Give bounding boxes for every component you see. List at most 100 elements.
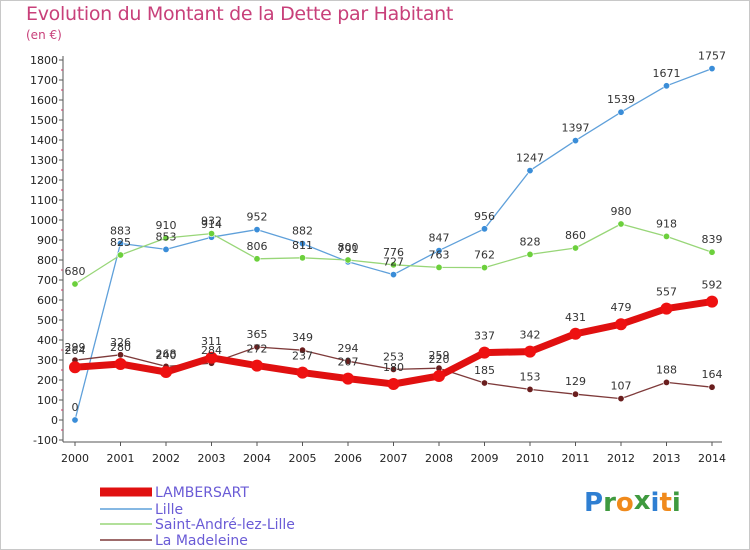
y-tick-label: -100: [33, 434, 58, 447]
x-tick-label: 2004: [243, 452, 271, 465]
data-label: 980: [611, 205, 632, 218]
data-label: 791: [338, 243, 359, 256]
data-label: 365: [247, 328, 268, 341]
data-point: [617, 395, 625, 403]
x-tick-label: 2008: [425, 452, 453, 465]
y-tick-label: 200: [37, 374, 58, 387]
data-label: 259: [429, 349, 450, 362]
data-point: [69, 361, 81, 374]
data-label: 272: [247, 343, 268, 356]
x-tick-label: 2011: [562, 452, 590, 465]
data-label: 853: [156, 230, 177, 243]
axes: -100 0 100 200 300 400 500 600 700 800 900 1000 1100…: [30, 54, 726, 465]
data-label: 952: [247, 211, 268, 224]
data-point: [571, 137, 579, 145]
data-label: 956: [474, 210, 495, 223]
data-point: [708, 65, 716, 73]
logo-letter: t: [659, 488, 672, 518]
logo-letter: o: [615, 488, 634, 518]
logo-letter: r: [603, 488, 616, 518]
data-label: 1757: [698, 50, 726, 63]
x-tick-label: 2012: [607, 452, 635, 465]
data-label: 284: [201, 344, 222, 357]
y-tick-label: 1000: [30, 214, 58, 227]
x-tick-label: 2006: [334, 452, 362, 465]
data-label: 839: [702, 233, 723, 246]
data-point: [526, 250, 534, 258]
chart-title: Evolution du Montant de la Dette par Hab…: [26, 3, 454, 25]
data-label: 680: [65, 265, 86, 278]
data-point: [708, 383, 716, 391]
data-point: [389, 271, 397, 279]
data-point: [435, 247, 443, 255]
data-point: [435, 263, 443, 271]
x-tick-label: 2005: [289, 452, 317, 465]
data-point: [114, 358, 127, 370]
data-point: [708, 248, 716, 256]
data-label: 220: [429, 353, 450, 366]
data-label: 280: [110, 341, 131, 354]
data-label: 337: [474, 330, 495, 343]
y-tick-label: 800: [37, 254, 58, 267]
data-label: 107: [611, 380, 632, 393]
y-tick-label: 400: [37, 334, 58, 347]
data-point: [571, 390, 579, 398]
data-label: 1539: [607, 93, 635, 106]
data-label: 294: [338, 342, 359, 355]
y-tick-label: 1600: [30, 94, 58, 107]
series-lines: [69, 65, 718, 424]
data-point: [253, 226, 261, 234]
data-label: 1397: [562, 122, 590, 135]
data-point: [71, 280, 79, 288]
data-point: [342, 372, 354, 385]
data-point: [253, 343, 261, 351]
data-point: [478, 346, 491, 359]
x-tick-label: 2013: [653, 452, 681, 465]
data-label: 237: [292, 350, 313, 363]
y-tick-label: 900: [37, 234, 58, 247]
data-label: 557: [656, 286, 677, 299]
data-label: 299: [65, 341, 86, 354]
data-label: 431: [565, 311, 586, 324]
y-tick-label: 1100: [30, 194, 58, 207]
data-point: [71, 416, 79, 424]
data-point: [526, 167, 534, 175]
data-label: 326: [110, 336, 131, 349]
data-label: 762: [474, 249, 495, 262]
data-point: [298, 240, 306, 248]
data-point: [660, 302, 673, 315]
data-point: [205, 351, 218, 364]
data-point: [662, 378, 670, 386]
data-label: 268: [156, 347, 177, 360]
data-label: 776: [383, 246, 404, 259]
data-label: 910: [156, 219, 177, 232]
data-point: [480, 379, 488, 387]
x-tick-label: 2010: [516, 452, 544, 465]
y-tick-label: 1500: [30, 114, 58, 127]
legend-label-0: LAMBERSART: [155, 485, 249, 501]
proxiti-logo: Proxiti: [584, 486, 681, 518]
x-tick-label: 2007: [380, 452, 408, 465]
data-point: [662, 232, 670, 240]
logo-letter: x: [633, 486, 651, 516]
logo-letter: i: [650, 488, 660, 518]
data-point: [662, 82, 670, 90]
data-label: 240: [156, 349, 177, 362]
data-label: 727: [383, 256, 404, 269]
y-tick-label: 1400: [30, 134, 58, 147]
y-tick-label: 500: [37, 314, 58, 327]
data-label: 825: [110, 236, 131, 249]
data-point: [298, 254, 306, 262]
data-label: 800: [338, 241, 359, 254]
data-label: 311: [201, 335, 222, 348]
data-label: 207: [338, 356, 359, 369]
chart-unit: (en €): [26, 28, 62, 42]
data-label: 914: [201, 218, 222, 231]
data-point: [117, 251, 125, 259]
y-tick-label: 1700: [30, 74, 58, 87]
data-label: 860: [565, 229, 586, 242]
logo-letter: i: [671, 488, 681, 518]
data-label: 811: [292, 239, 313, 252]
data-point: [298, 346, 306, 354]
